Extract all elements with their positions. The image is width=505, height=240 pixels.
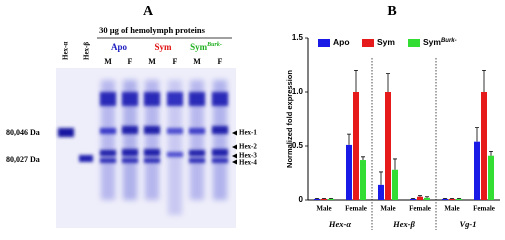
error-bar [450,197,454,199]
error-bar [322,197,326,199]
error-bar [489,151,493,156]
x-tick-label: Male [316,205,331,213]
group-label: Hex-α [328,219,351,229]
legend-label: Sym [377,37,395,47]
gel-title: 30 µg of hemolymph proteins [99,25,205,35]
legend-swatch [318,39,330,47]
group-label: SymBurk- [190,42,222,52]
y-tick-label: 0 [299,195,304,204]
bar [392,169,398,200]
error-bar [386,73,390,92]
group-label: Sym [190,42,208,52]
legend-swatch [362,39,374,47]
legend-label: Apo [333,37,350,47]
error-bar [443,197,447,199]
marker-label: 80,027 Da [6,155,40,164]
error-bar [457,197,461,199]
bar [456,198,462,200]
lane-label: M [148,57,156,66]
y-tick-label: 1.5 [292,33,304,42]
bar [314,198,320,200]
legend-label: SymBurk- [423,37,457,47]
bar [328,198,334,200]
bar [360,160,366,200]
panel-label: B [387,4,396,19]
bar [346,144,352,200]
y-tick-label: 1.0 [292,87,304,96]
error-bar [379,171,383,185]
error-bar [393,158,397,170]
bar [442,198,448,200]
x-tick-label: Male [380,205,395,213]
lane-label: M [104,57,112,66]
legend-label: Sym [377,37,395,47]
bar [410,198,416,200]
y-tick-label: 0.5 [292,141,304,150]
lane-label: F [128,57,133,66]
gel-bands [58,92,228,163]
band-label: Hex-4 [239,159,257,167]
bar [449,198,455,200]
panel-label: A [143,4,154,19]
legend-label: Sym [423,37,441,47]
group-label: Vg-1 [460,219,477,229]
band-label: Hex-1 [239,129,257,137]
x-tick-label: Female [473,205,495,213]
bar [481,92,487,200]
lane-label: F [218,57,223,66]
lane-label: F [173,57,178,66]
band-arrows [232,130,237,165]
group-label: Sym [154,42,172,52]
legend-swatch [408,39,420,47]
gel-smears [101,80,227,215]
bar [417,196,423,200]
error-bar [475,127,479,142]
band-label: Hex-2 [239,143,257,151]
gel-panel: A 30 µg of hemolymph proteins [6,4,257,228]
bar [353,92,359,200]
standard-label: Hex-α [62,42,70,60]
bar [488,155,494,200]
y-axis-label: Normalized fold expression [285,70,294,168]
error-bar [361,156,365,161]
error-bar [354,70,358,92]
legend-label: Apo [333,37,350,47]
bar [424,197,430,200]
error-bar [482,70,486,92]
lane-label: M [193,57,201,66]
group-superscript: Burk- [206,42,222,48]
x-tick-label: Female [345,205,367,213]
error-bar [418,195,422,197]
legend-superscript: Burk- [441,38,457,44]
standard-label: Hex-β [83,42,91,60]
error-bar [315,197,319,199]
bar [378,184,384,200]
marker-label: 80,046 Da [6,128,40,137]
bar [474,141,480,200]
error-bar [411,197,415,199]
group-label: Apo [111,42,128,52]
error-bar [425,196,429,198]
group-label: Hex-β [392,219,415,229]
x-tick-label: Male [444,205,459,213]
x-tick-label: Female [409,205,431,213]
error-bar [347,133,351,145]
bar [321,198,327,200]
band-label: Hex-3 [239,152,257,160]
error-bar [329,197,333,199]
bar [385,92,391,200]
bar-chart: B Normalized fold expression 0 0.5 1.0 1.5 M… [285,4,500,230]
